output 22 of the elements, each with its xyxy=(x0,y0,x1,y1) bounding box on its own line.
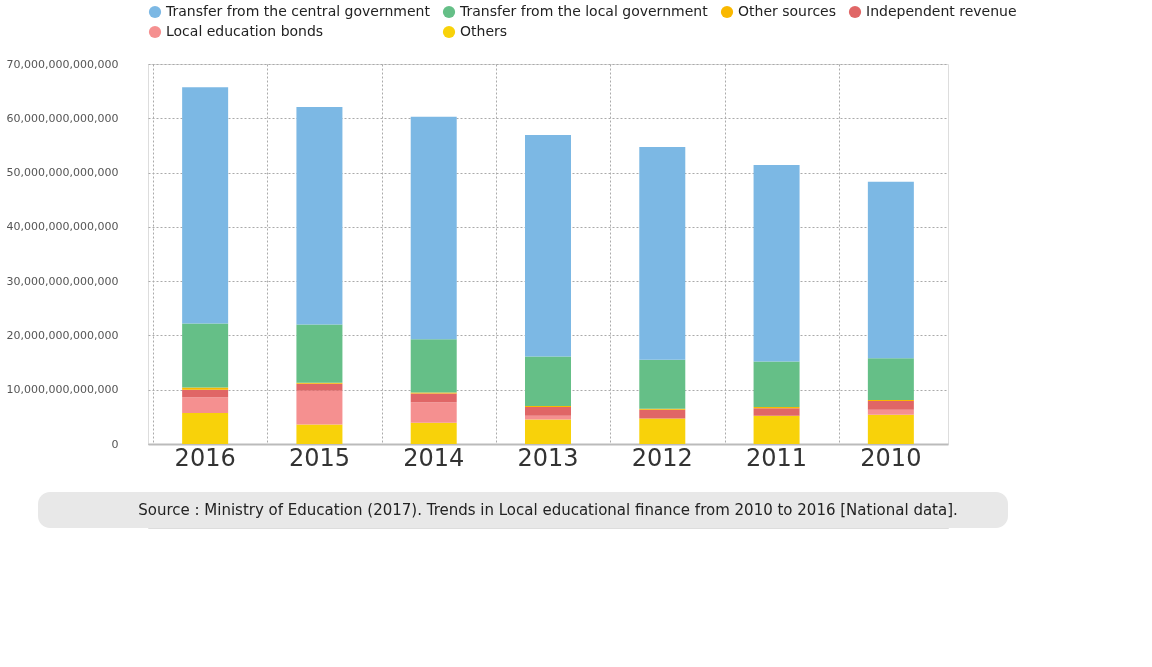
legend-label: Transfer from the local government xyxy=(459,3,709,19)
legend-label: Other sources xyxy=(738,3,836,19)
x-tick-label: 2013 xyxy=(517,443,579,472)
legend-label: Local education bonds xyxy=(166,23,324,39)
y-tick-label: 10,000,000,000,000 xyxy=(6,383,119,397)
x-tick-label: 2014 xyxy=(403,443,465,472)
x-tick-label: 2016 xyxy=(174,443,236,472)
legend-label: Independent revenue xyxy=(866,3,1017,19)
y-tick-label: 20,000,000,000,000 xyxy=(6,328,119,342)
y-tick-label: 40,000,000,000,000 xyxy=(6,220,119,234)
y-tick-label: 30,000,000,000,000 xyxy=(6,274,119,288)
legend-label: Transfer from the central government xyxy=(165,3,431,19)
y-tick-label: 70,000,000,000,000 xyxy=(6,57,119,71)
source-note: Source : Ministry of Education (2017). Trends in Local educational finance from 2010 to 2016 [National data]. xyxy=(138,501,958,519)
x-tick-label: 2012 xyxy=(631,443,693,472)
y-tick-label: 60,000,000,000,000 xyxy=(6,111,119,125)
x-tick-label: 2011 xyxy=(746,443,808,472)
y-tick-label: 0 xyxy=(111,437,119,451)
y-tick-label: 50,000,000,000,000 xyxy=(6,166,119,180)
legend-label: Others xyxy=(460,23,508,39)
x-tick-label: 2010 xyxy=(860,443,922,472)
x-tick-label: 2015 xyxy=(288,443,350,472)
